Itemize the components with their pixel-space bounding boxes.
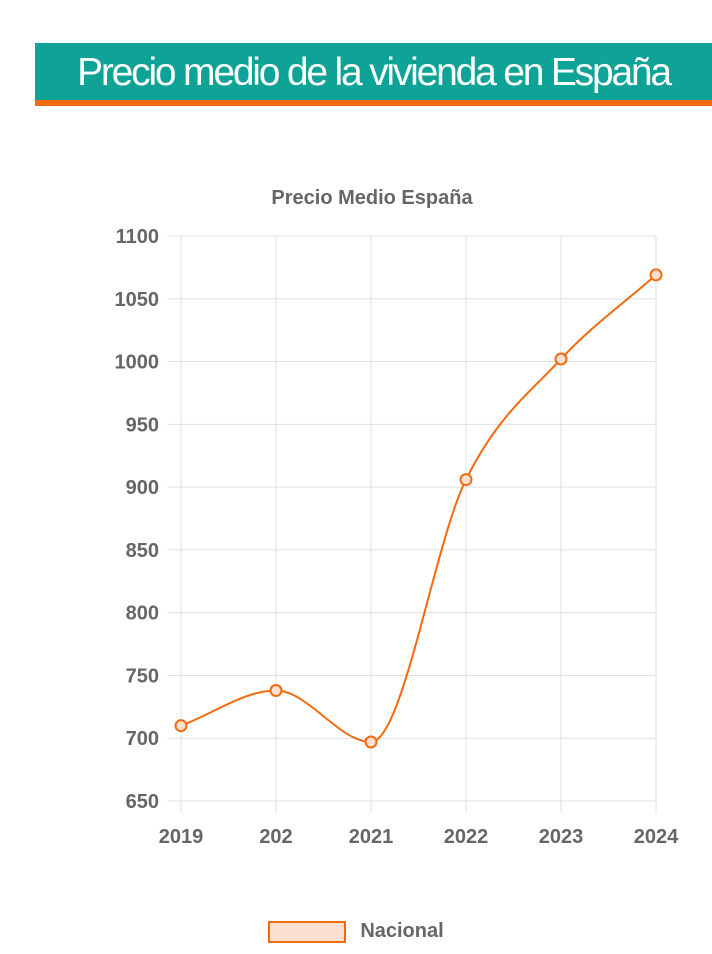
legend[interactable]: Nacional <box>0 920 712 943</box>
y-tick-label-750: 750 <box>126 665 159 687</box>
series-line-nacional <box>180 274 657 743</box>
x-tick-label-3: 2022 <box>444 826 489 848</box>
y-tick-label-1000: 1000 <box>115 352 160 374</box>
x-tick-label-0: 2019 <box>159 826 204 848</box>
y-tick-label-700: 700 <box>126 728 159 750</box>
y-tick-label-850: 850 <box>126 540 159 562</box>
y-tick-label-1100: 1100 <box>116 226 159 248</box>
x-tick-label-5: 2024 <box>634 826 679 848</box>
y-tick-label-800: 800 <box>126 603 159 625</box>
y-tick-label-900: 900 <box>126 477 159 499</box>
y-tick-label-1050: 1050 <box>115 289 160 311</box>
legend-swatch-nacional <box>268 920 347 943</box>
data-point-2024 <box>649 268 663 282</box>
data-point-2021 <box>364 735 378 749</box>
x-tick-label-2: 2021 <box>349 826 394 848</box>
page-title: Precio medio de la vivienda en España <box>77 51 672 94</box>
data-point-2019 <box>174 719 188 733</box>
data-point-2023 <box>554 352 568 366</box>
y-tick-label-650: 650 <box>126 791 159 813</box>
data-point-2022 <box>459 473 473 487</box>
line-chart: 650 700 750 800 850 900 950 1000 1050 1100 2019 202… <box>115 226 680 848</box>
chart-title: Precio Medio España <box>271 187 473 209</box>
data-point-202 <box>269 684 283 698</box>
x-tick-label-1: 202 <box>259 826 292 848</box>
y-tick-label-950: 950 <box>126 414 159 436</box>
header-banner: Precio medio de la vivienda en España <box>35 43 712 106</box>
legend-label-nacional: Nacional <box>360 920 444 942</box>
x-tick-label-4: 2023 <box>539 826 584 848</box>
